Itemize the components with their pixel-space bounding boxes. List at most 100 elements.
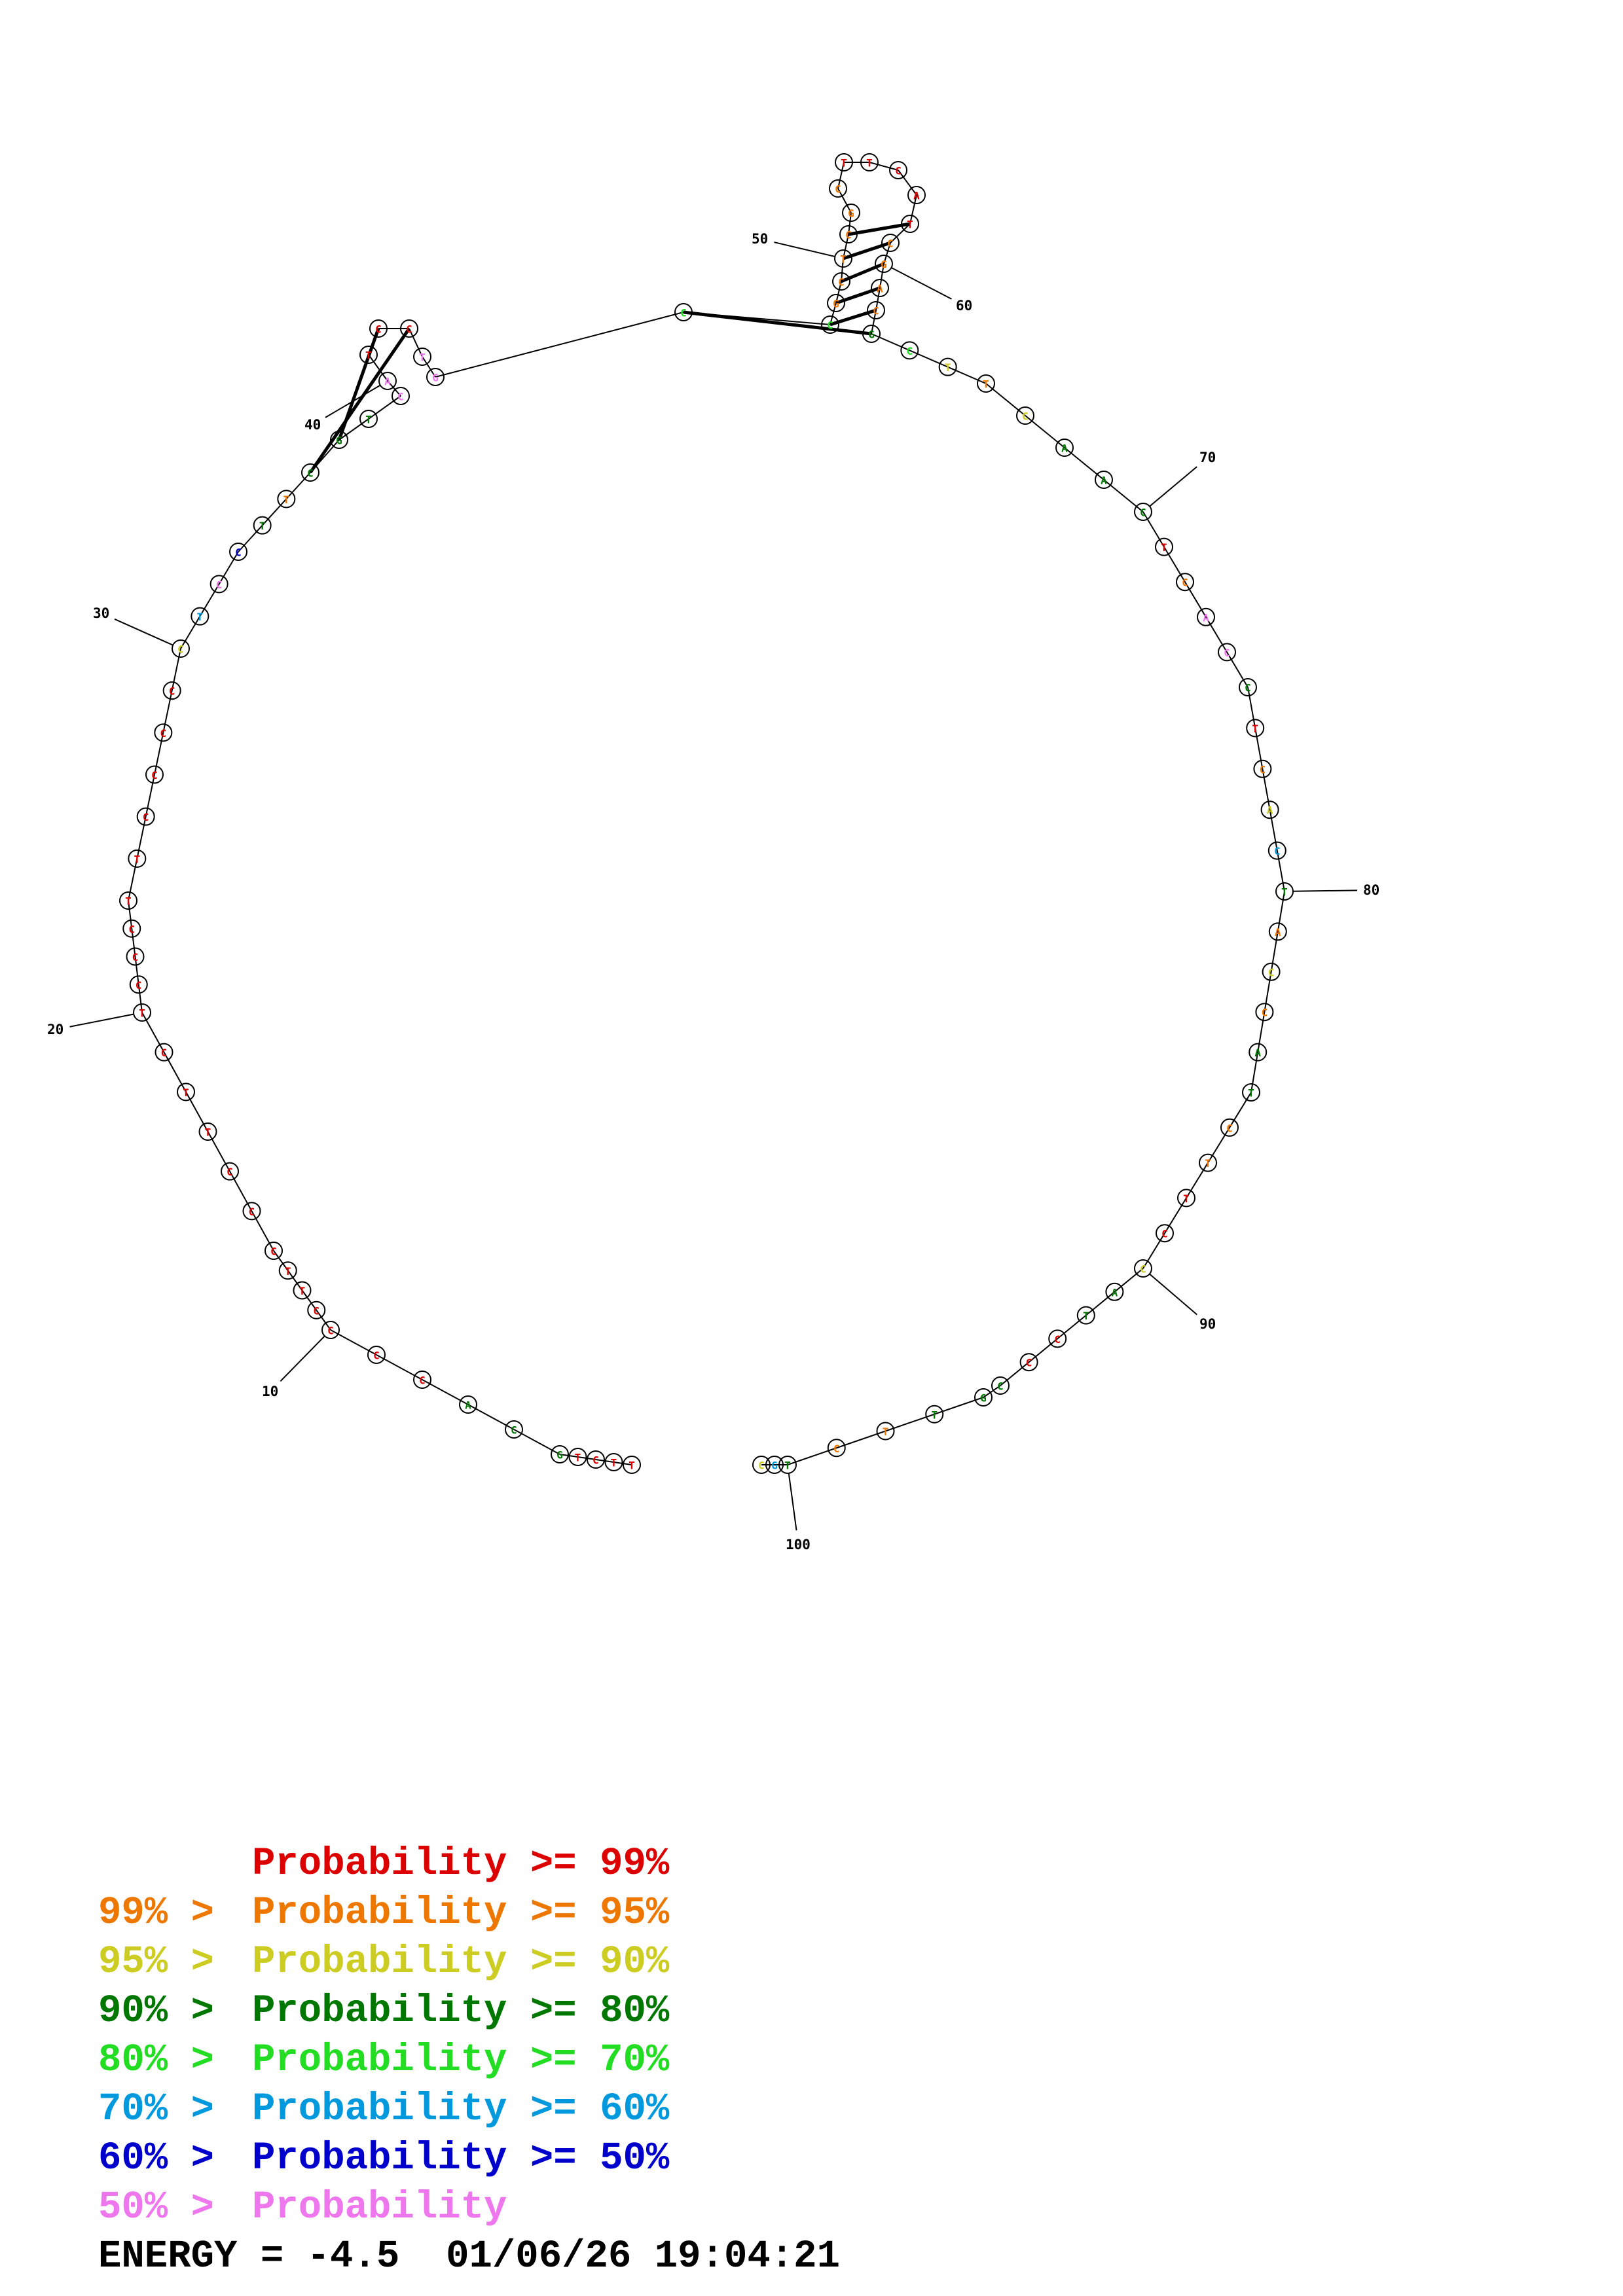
nucleotide: C xyxy=(413,1371,431,1389)
backbone-segment xyxy=(909,194,917,224)
nucleotide-letter: T xyxy=(125,895,132,908)
nucleotide-circle xyxy=(1197,607,1215,626)
nucleotide: T xyxy=(925,1405,944,1424)
nucleotide: T xyxy=(1155,537,1173,556)
backbone-segment xyxy=(983,1385,1001,1398)
nucleotide: C xyxy=(242,1202,261,1221)
nucleotide: C xyxy=(827,1439,846,1458)
nucleotide-letter: T xyxy=(983,378,989,391)
nucleotide-circle xyxy=(413,1371,431,1389)
nucleotide-letter: C xyxy=(873,305,879,317)
nucleotide: G xyxy=(862,325,881,343)
backbone-segment xyxy=(128,858,138,901)
nucleotide: C xyxy=(210,575,228,594)
nucleotide-letter: C xyxy=(1161,1228,1168,1240)
nucleotide: C xyxy=(129,975,148,994)
nucleotide-circle xyxy=(136,807,155,826)
nucleotide-letter: T xyxy=(259,520,266,532)
backbone-segment xyxy=(1277,891,1285,932)
nucleotide: C xyxy=(1048,1329,1067,1348)
nucleotide: T xyxy=(860,153,879,171)
nucleotide-letter: C xyxy=(397,391,404,403)
backbone-segment xyxy=(837,188,852,213)
nucleotide-letter: T xyxy=(841,157,847,170)
backbone-segment xyxy=(229,1171,253,1211)
nucleotide-letter: A xyxy=(1061,442,1068,455)
nucleotide-circle xyxy=(293,1281,312,1300)
nucleotide-circle xyxy=(119,891,137,910)
backbone-segment xyxy=(1270,931,1279,972)
nucleotide-letter: C xyxy=(1140,1263,1146,1276)
nucleotide: C xyxy=(1220,1118,1239,1137)
nucleotide-circle xyxy=(1076,1306,1095,1325)
nucleotide-circle xyxy=(551,1445,569,1463)
nucleotide-circle xyxy=(1055,439,1074,457)
backbone-segment xyxy=(185,1091,209,1132)
backbone-segment xyxy=(287,1270,303,1291)
backbone-segment xyxy=(1114,1268,1144,1293)
backbone-segment xyxy=(1264,971,1272,1013)
nucleotide-letter: C xyxy=(136,979,142,992)
index-tick-line xyxy=(69,1013,134,1028)
nucleotide-letter: C xyxy=(151,769,158,781)
backbone-segment xyxy=(947,366,987,384)
nucleotide-circle xyxy=(177,1083,195,1102)
backbone-segment xyxy=(154,732,164,775)
legend-lower-bound: 90% > xyxy=(98,1989,215,2033)
nucleotide-circle xyxy=(1239,678,1257,696)
backbone-segment xyxy=(218,551,239,584)
nucleotide: A xyxy=(1095,471,1113,489)
nucleotide: T xyxy=(834,249,852,268)
nucleotide-letter: A xyxy=(1203,611,1209,624)
nucleotide-circle xyxy=(229,543,247,561)
nucleotide-circle xyxy=(1262,962,1281,981)
nucleotide-circle xyxy=(277,490,296,509)
nucleotide-letter: C xyxy=(177,643,184,656)
nucleotide-letter: C xyxy=(680,307,687,319)
nucleotide: C xyxy=(321,1321,340,1339)
backbone-segment xyxy=(131,928,136,957)
nucleotide-letter: T xyxy=(866,157,873,170)
nucleotide-letter: C xyxy=(1140,507,1146,519)
nucleotide-circle xyxy=(1242,1083,1260,1102)
nucleotide-letter: C xyxy=(375,323,382,336)
base-pair-bond xyxy=(843,241,891,260)
nucleotide-circle xyxy=(1105,1282,1124,1301)
index-label: 60 xyxy=(956,298,972,314)
nucleotide: A xyxy=(1268,922,1287,941)
backbone-segment xyxy=(885,1413,935,1432)
nucleotide-letter: C xyxy=(161,1047,168,1059)
nucleotide-circle xyxy=(129,975,148,994)
nucleotide: G xyxy=(827,294,845,312)
backbone-segment xyxy=(830,302,837,325)
backbone-segment xyxy=(875,287,881,311)
nucleotide: T xyxy=(128,849,147,868)
nucleotide: A xyxy=(1105,1282,1124,1301)
nucleotide-circle xyxy=(1134,503,1152,521)
nucleotide-letter: T xyxy=(1183,1193,1190,1205)
nucleotide-letter: T xyxy=(1083,1310,1089,1322)
nucleotide: C xyxy=(1267,841,1286,860)
nucleotide-circle xyxy=(827,294,845,312)
nucleotide-letter: C xyxy=(169,685,175,698)
nucleotide-letter: G xyxy=(980,1392,987,1405)
nucleotide-letter: C xyxy=(1262,1007,1268,1019)
backbone-segment xyxy=(1025,415,1065,448)
nucleotide-letter: T xyxy=(1252,723,1258,735)
nucleotide-circle xyxy=(154,723,173,742)
nucleotide: C xyxy=(1253,759,1272,778)
index-tick-line xyxy=(774,242,835,257)
nucleotide-circle xyxy=(860,153,879,171)
nucleotide-letter: C xyxy=(895,165,902,177)
nucleotide-letter: T xyxy=(299,1285,306,1297)
nucleotide-circle xyxy=(1156,1224,1174,1243)
backbone-segment xyxy=(467,1404,515,1430)
nucleotide: C xyxy=(307,1300,326,1319)
nucleotide: C xyxy=(122,919,141,938)
backbone-segment xyxy=(1163,547,1186,583)
nucleotide-circle xyxy=(674,303,693,321)
nucleotide-letter: T xyxy=(365,414,372,426)
legend-row-4: 90% > Probability >= 80% xyxy=(98,1992,669,2030)
nucleotide-circle xyxy=(862,325,881,343)
nucleotide-letter: T xyxy=(134,853,141,865)
